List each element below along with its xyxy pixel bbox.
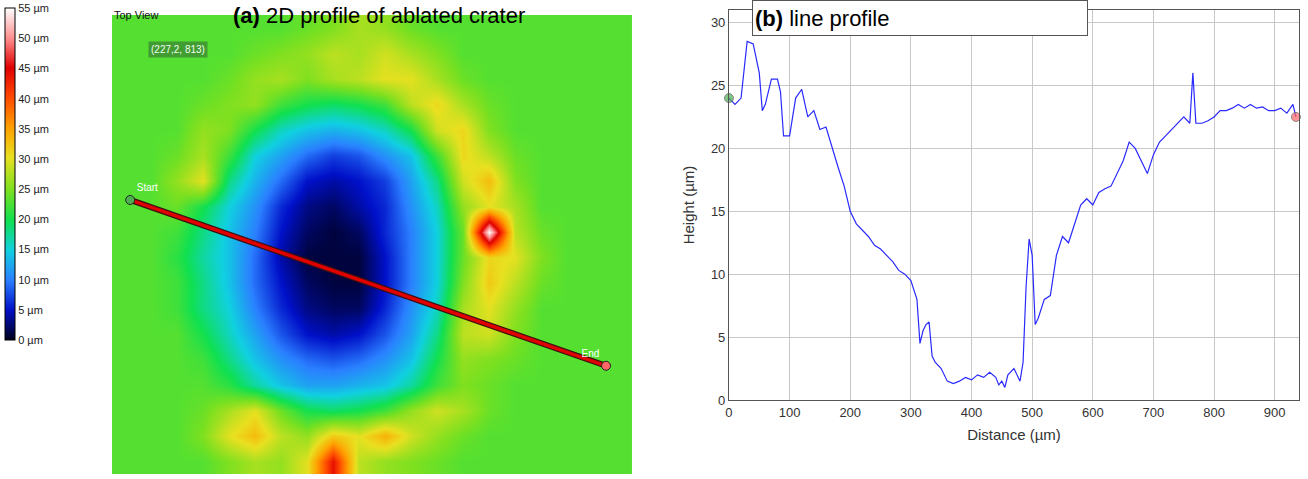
svg-text:Start: Start xyxy=(137,182,158,193)
svg-text:10 µm: 10 µm xyxy=(18,274,49,286)
svg-text:0 µm: 0 µm xyxy=(18,334,43,346)
svg-text:10: 10 xyxy=(711,267,725,282)
svg-text:End: End xyxy=(582,348,600,359)
svg-text:45 µm: 45 µm xyxy=(18,62,49,74)
svg-text:40 µm: 40 µm xyxy=(18,93,49,105)
svg-text:15: 15 xyxy=(711,204,725,219)
svg-text:5 µm: 5 µm xyxy=(18,304,43,316)
svg-text:20: 20 xyxy=(711,141,725,156)
svg-text:900: 900 xyxy=(1264,405,1286,420)
svg-text:20 µm: 20 µm xyxy=(18,213,49,225)
svg-text:(227,2, 813): (227,2, 813) xyxy=(151,44,205,55)
svg-text:Distance (µm): Distance (µm) xyxy=(967,426,1061,443)
svg-text:(b) line profile: (b) line profile xyxy=(755,6,889,31)
svg-text:0: 0 xyxy=(725,405,732,420)
svg-text:50 µm: 50 µm xyxy=(18,32,49,44)
svg-text:Top View: Top View xyxy=(114,9,158,21)
svg-text:30 µm: 30 µm xyxy=(18,153,49,165)
svg-text:25: 25 xyxy=(711,78,725,93)
svg-text:400: 400 xyxy=(961,405,983,420)
svg-text:500: 500 xyxy=(1021,405,1043,420)
svg-text:25 µm: 25 µm xyxy=(18,183,49,195)
svg-text:Height (µm): Height (µm) xyxy=(680,166,697,245)
svg-text:30: 30 xyxy=(711,15,725,30)
svg-text:0: 0 xyxy=(718,393,725,408)
svg-text:800: 800 xyxy=(1203,405,1225,420)
svg-text:55 µm: 55 µm xyxy=(18,2,49,14)
svg-text:(a) 2D profile of ablated crat: (a) 2D profile of ablated crater xyxy=(233,3,525,28)
svg-text:700: 700 xyxy=(1143,405,1165,420)
svg-text:600: 600 xyxy=(1082,405,1104,420)
svg-text:200: 200 xyxy=(839,405,861,420)
svg-text:100: 100 xyxy=(779,405,801,420)
svg-text:35 µm: 35 µm xyxy=(18,123,49,135)
svg-text:15 µm: 15 µm xyxy=(18,243,49,255)
svg-text:5: 5 xyxy=(718,330,725,345)
svg-text:300: 300 xyxy=(900,405,922,420)
